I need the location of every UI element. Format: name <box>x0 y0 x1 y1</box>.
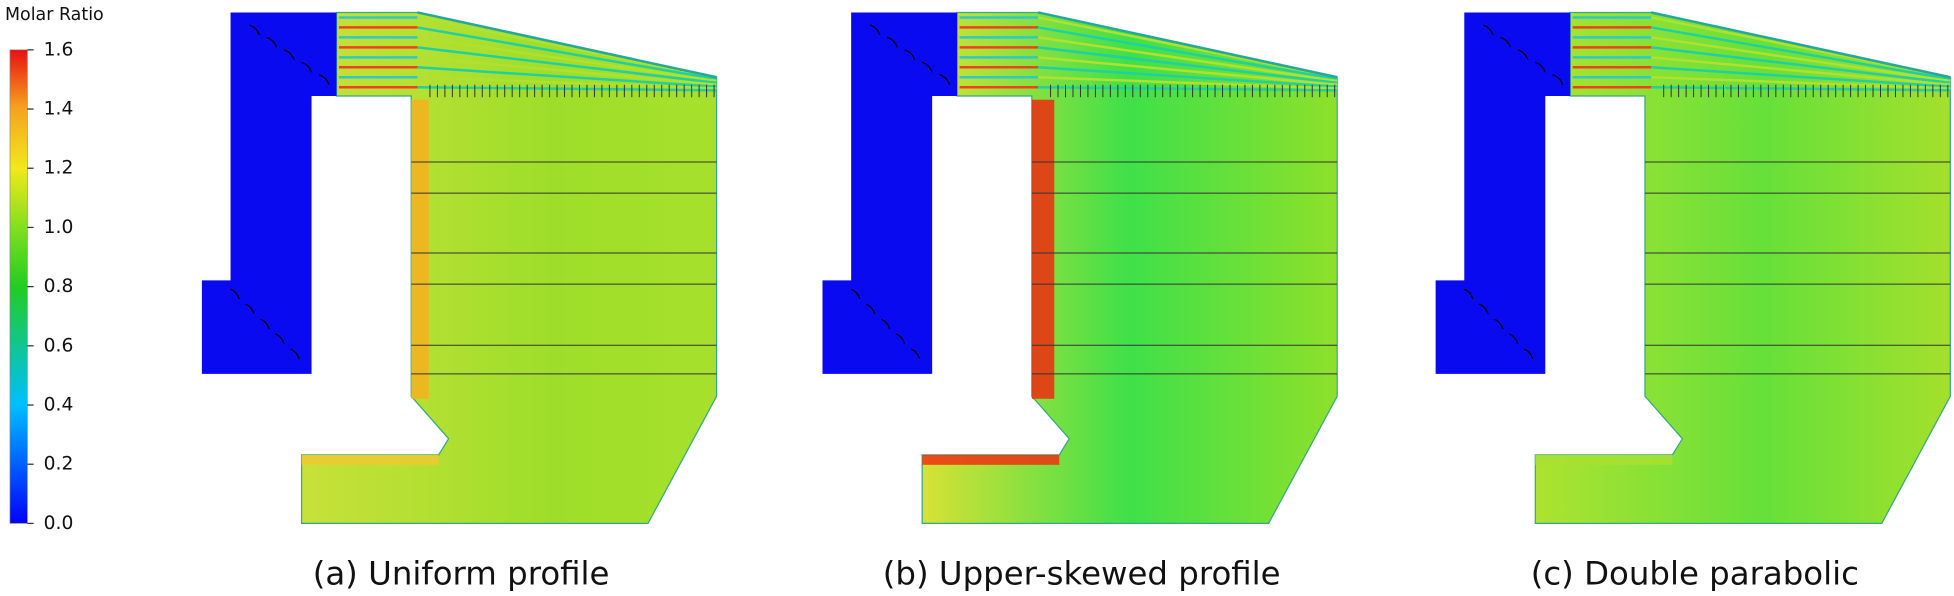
vane <box>880 318 891 330</box>
vane <box>1493 318 1504 330</box>
roof-stream <box>417 56 717 86</box>
vane <box>1500 36 1511 48</box>
colorbar-tick-label: 0.6 <box>44 335 74 356</box>
roof-stream <box>1037 56 1338 86</box>
roof-edge <box>417 11 717 79</box>
colorbar-tick-label: 0.4 <box>44 395 74 416</box>
roof-edge <box>1650 11 1951 79</box>
roof-stream <box>1038 76 1338 90</box>
vane <box>904 49 916 61</box>
roof-stream <box>417 36 717 83</box>
vane <box>1535 61 1546 73</box>
roof-edge <box>1037 11 1338 79</box>
colorbar-tick-label: 0.8 <box>44 276 74 297</box>
panel-caption: (a) Uniform profile <box>313 555 610 593</box>
high-band <box>1031 99 1055 399</box>
vane <box>1523 348 1534 360</box>
vane <box>910 348 921 360</box>
blue-region <box>1435 12 1571 374</box>
roof-stream <box>1037 26 1338 81</box>
roof-stream <box>1037 36 1338 83</box>
colorbar-tick-label: 0.2 <box>44 454 74 475</box>
roof-stream <box>1651 56 1951 86</box>
vane <box>869 24 881 36</box>
vane <box>301 61 313 73</box>
vane <box>1478 303 1489 315</box>
vane <box>275 333 285 345</box>
vane <box>1552 74 1564 85</box>
vane <box>921 61 933 73</box>
high-band <box>411 99 429 399</box>
roof-stream <box>1651 36 1951 83</box>
roof-stream <box>1651 66 1951 88</box>
panel-caption: (b) Upper-skewed profile <box>883 555 1281 593</box>
vane <box>249 24 260 36</box>
colorbar-tick-label: 1.4 <box>44 99 74 120</box>
colorbar-tick-label: 0.0 <box>44 513 74 534</box>
vane <box>850 288 861 300</box>
vane <box>245 303 255 315</box>
vane <box>1482 24 1494 36</box>
colorbar-title: Molar Ratio <box>5 5 104 25</box>
colorbar-tick-label: 1.0 <box>44 217 74 238</box>
colorbar <box>9 49 28 524</box>
roof-stream <box>417 76 717 90</box>
floor-band <box>1535 454 1673 465</box>
colorbar-tick-label: 1.2 <box>44 158 74 179</box>
vane <box>895 333 906 345</box>
vane <box>865 303 876 315</box>
vane <box>1517 49 1529 61</box>
vane <box>283 49 295 61</box>
floor-band <box>301 454 439 465</box>
roof-stream <box>1651 76 1951 90</box>
contour-panel <box>822 11 1338 525</box>
vane <box>266 36 278 48</box>
contour-panel <box>1435 11 1951 525</box>
vane <box>318 74 330 85</box>
floor-band <box>922 454 1060 465</box>
vane <box>260 318 270 330</box>
colorbar-tick-label: 1.6 <box>44 39 74 60</box>
roof-stream <box>1651 26 1951 81</box>
blue-region <box>822 12 958 374</box>
roof-stream <box>417 26 717 81</box>
roof-stream <box>1038 66 1338 88</box>
roof-stream <box>417 66 717 88</box>
roof-stream <box>417 46 717 85</box>
panel-caption: (c) Double parabolic <box>1531 555 1859 593</box>
vane <box>1464 288 1474 300</box>
vane <box>939 74 951 85</box>
vane <box>1508 333 1519 345</box>
contour-panel <box>201 11 718 525</box>
vane <box>230 288 240 300</box>
roof-stream <box>1651 46 1951 85</box>
roof-stream <box>1037 46 1338 85</box>
vane <box>290 348 300 360</box>
blue-region <box>201 12 337 374</box>
vane <box>887 36 898 48</box>
